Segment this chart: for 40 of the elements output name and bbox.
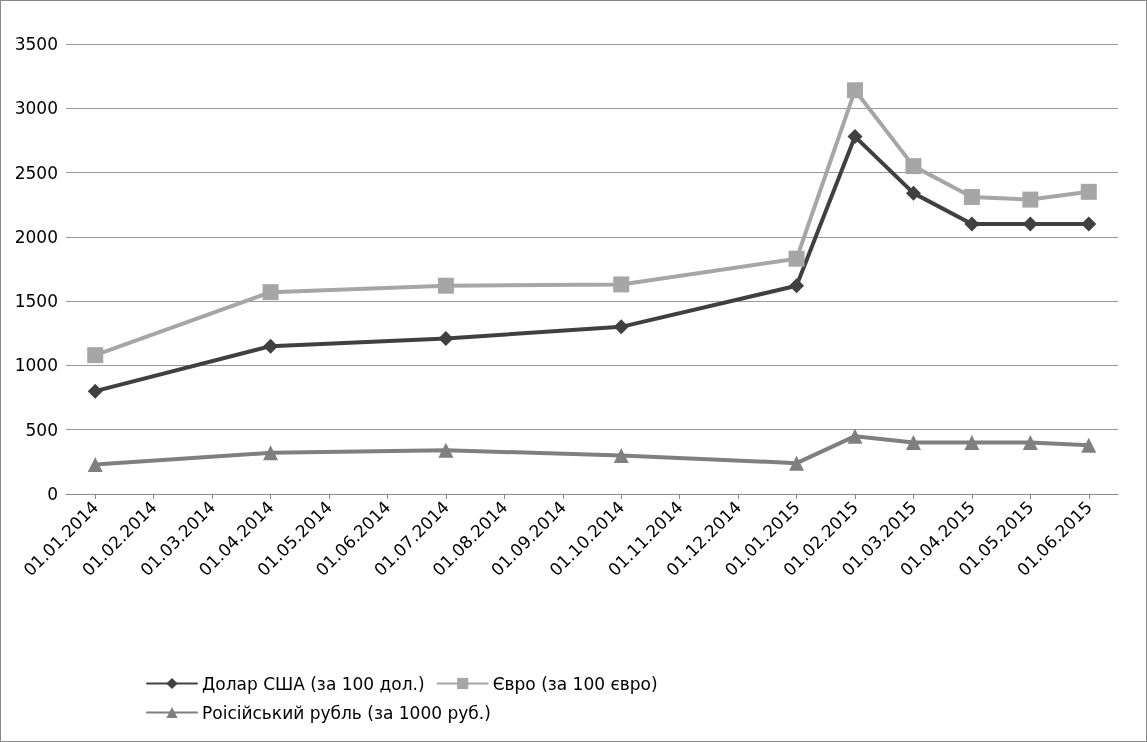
legend-label: Роісійський рубль (за 1000 руб.) [202,702,491,723]
point [438,330,454,346]
legend-label: Долар США (за 100 дол.) [202,673,425,694]
point [87,347,104,364]
point [905,158,922,175]
point [788,250,805,267]
y-tick-label: 1000 [14,355,58,376]
y-tick-label: 500 [25,419,58,440]
point [789,455,805,471]
point [262,284,279,301]
y-tick-label: 1500 [14,291,58,312]
point [964,435,980,451]
point [613,276,630,293]
point [963,189,980,205]
point [1081,437,1097,453]
point [87,456,103,472]
point [1022,435,1038,451]
y-tick-label: 3000 [14,98,58,119]
point [905,435,921,451]
point [1080,183,1097,200]
point [1022,191,1039,208]
y-tick-label: 3500 [14,34,58,54]
point [847,428,863,444]
point [263,338,279,354]
point [613,447,629,463]
point [789,278,805,294]
y-tick-label: 2500 [14,162,58,183]
point [437,277,454,294]
point [964,216,980,232]
point [905,185,921,201]
y-tick-label: 2000 [14,226,58,247]
point [438,442,454,458]
point [87,383,103,399]
y-tick-label: 0 [47,484,58,504]
point [1081,216,1097,232]
legend-label: Євро (за 100 євро) [492,673,658,694]
point [847,82,863,99]
point [847,129,863,145]
point [263,445,279,461]
point [613,319,629,335]
